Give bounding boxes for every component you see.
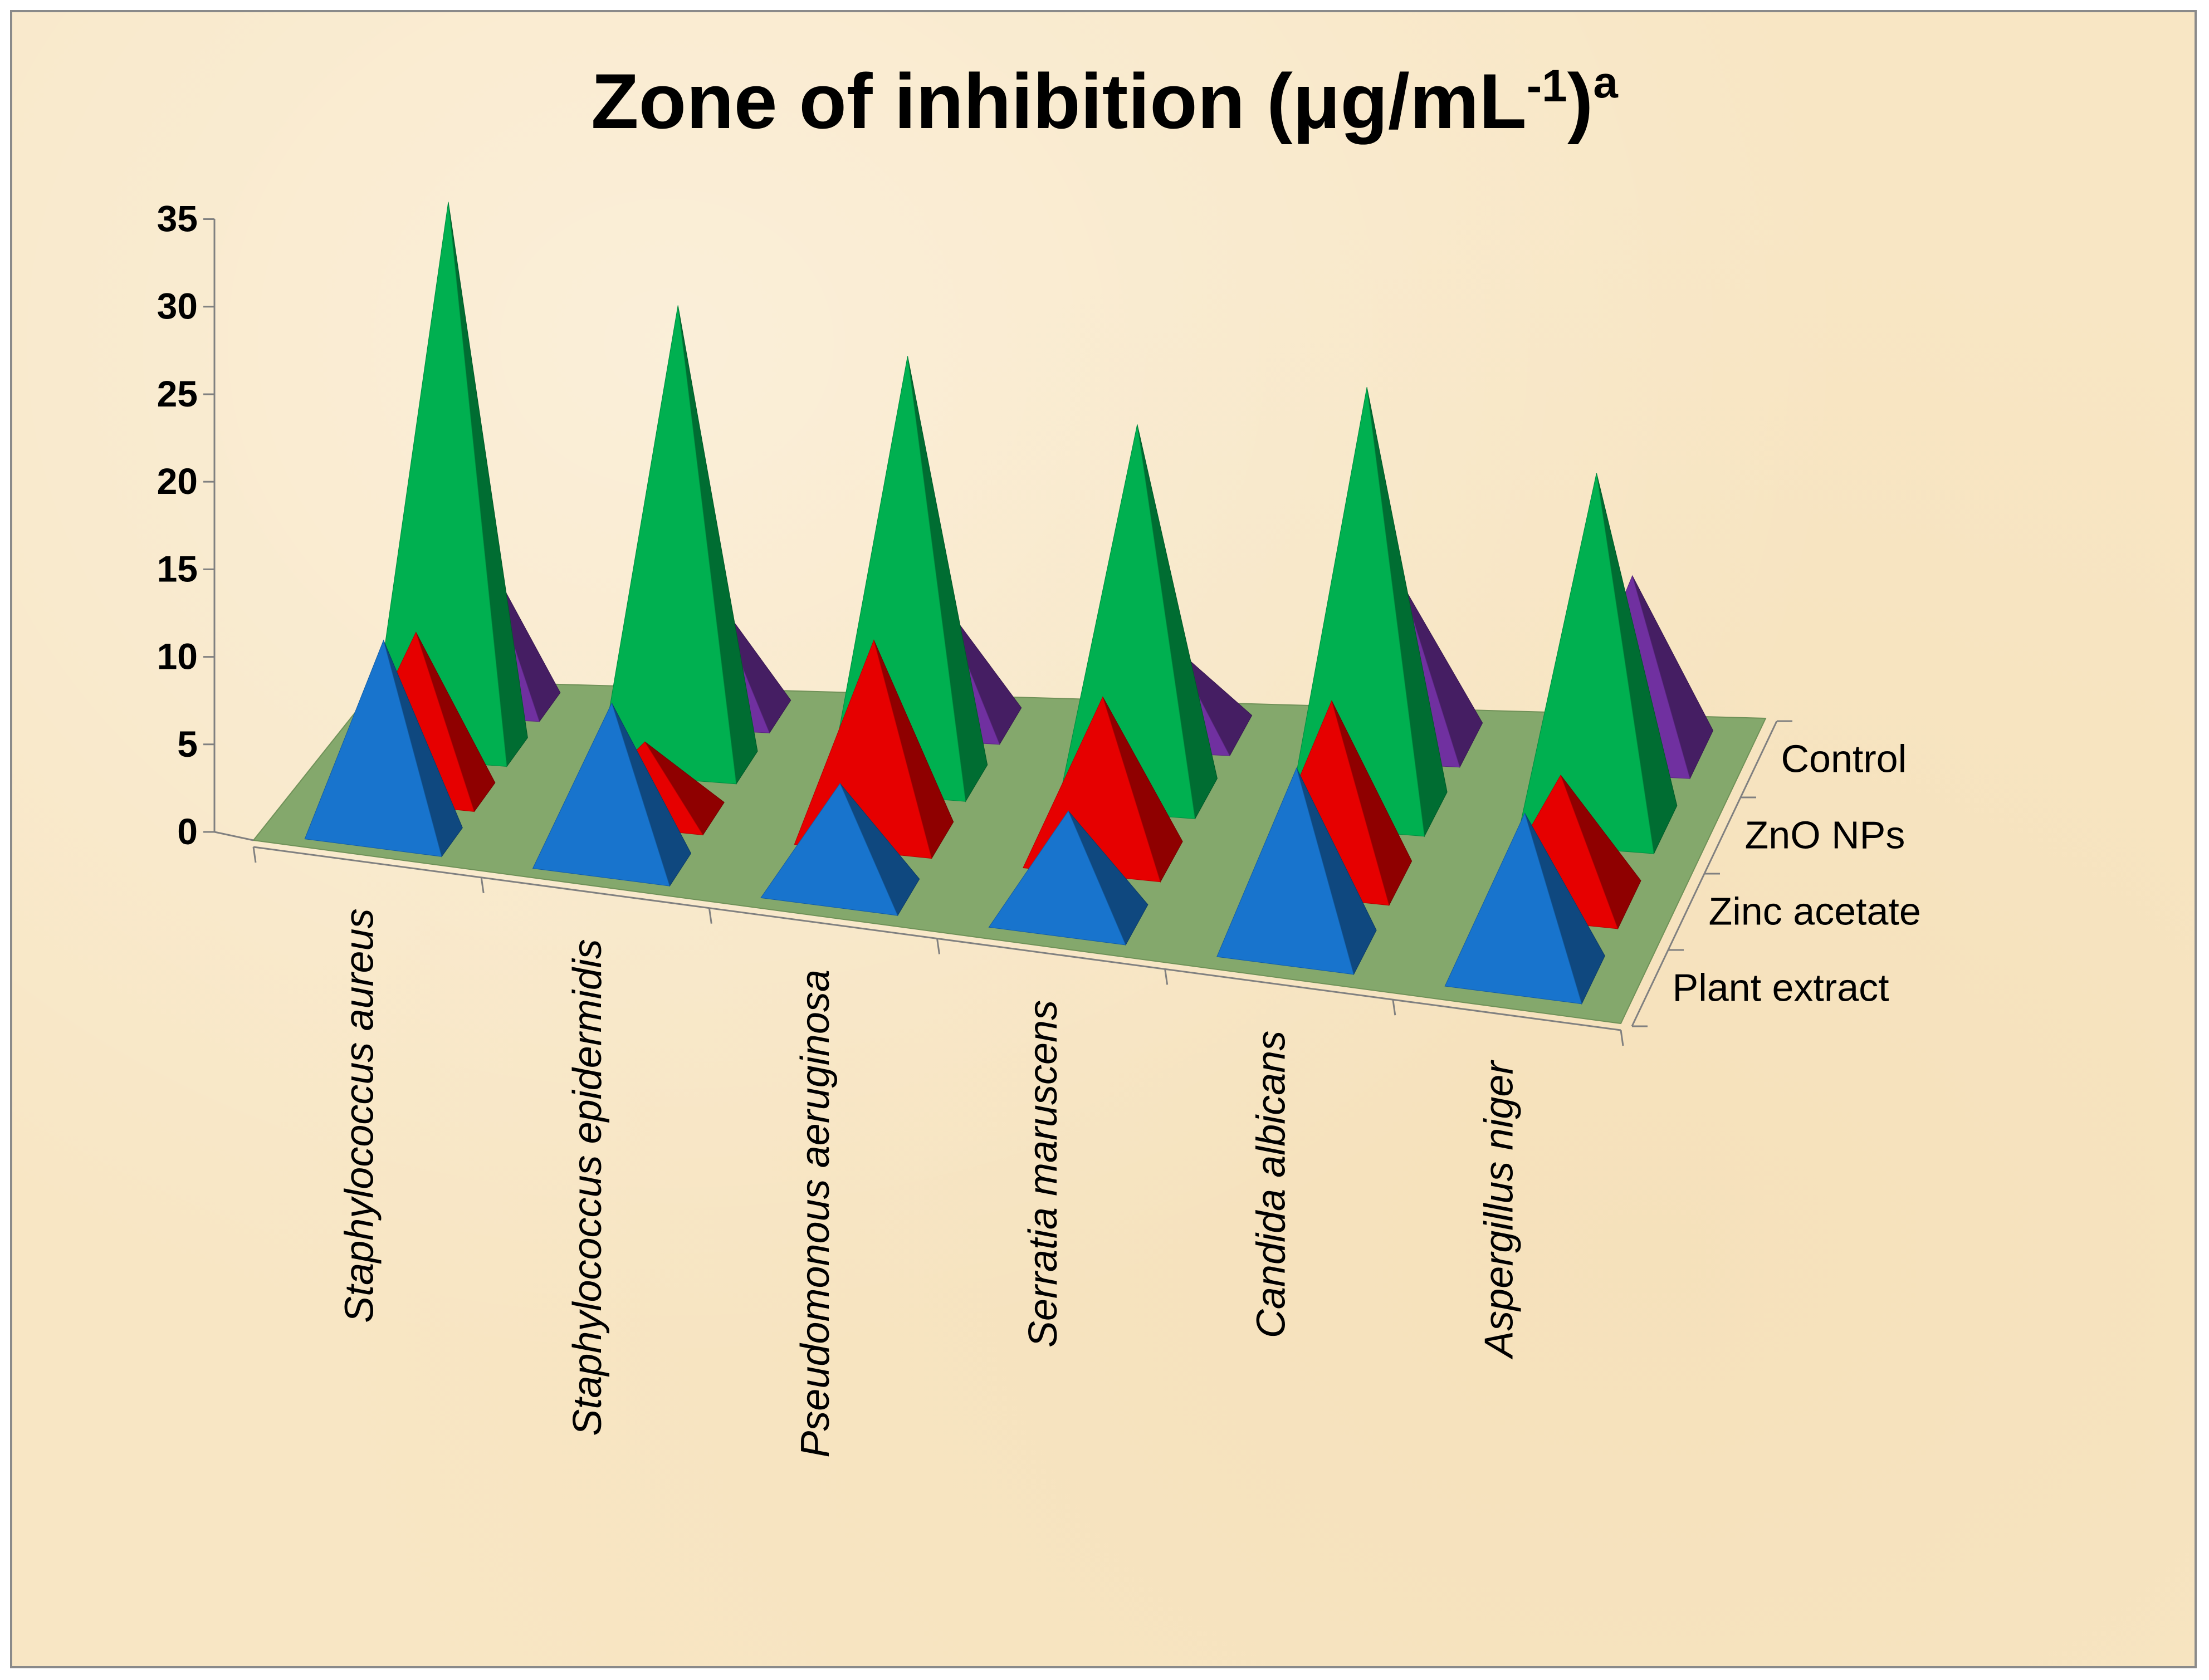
axis-layer bbox=[203, 218, 1792, 1046]
y-tick-label-5: 5 bbox=[177, 723, 198, 765]
y-tick-label-35: 35 bbox=[157, 198, 198, 239]
pyramid-plant-extract-4 bbox=[1216, 767, 1377, 976]
pyramid-plant-extract-5 bbox=[1444, 812, 1605, 1005]
pyramid-layer bbox=[304, 202, 1714, 1005]
category-label: Aspergillus niger bbox=[1477, 1060, 1521, 1360]
category-label: Serratia maruscens bbox=[1021, 1000, 1066, 1348]
y-tick-label-20: 20 bbox=[157, 461, 198, 502]
x-tick-mark bbox=[252, 846, 257, 863]
x-tick-mark bbox=[1620, 1030, 1624, 1046]
label-layer: 0 5 10 15 20 25 30 35 Control ZnO NPs Zinc acetate… bbox=[157, 198, 1921, 1458]
category-label: Candida albicans bbox=[1249, 1031, 1293, 1338]
series-label: Zinc acetate bbox=[1709, 890, 1921, 933]
x-tick-mark bbox=[1164, 969, 1169, 985]
category-label: Pseudomonous aeruginosa bbox=[793, 969, 838, 1458]
x-tick-mark bbox=[936, 938, 940, 954]
category-label: Staphylococcus aureus bbox=[338, 908, 382, 1323]
y-tick-label-0: 0 bbox=[177, 811, 198, 852]
series-label: Plant extract bbox=[1673, 966, 1889, 1010]
x-tick-mark bbox=[1392, 999, 1396, 1016]
x-tick-mark bbox=[480, 877, 485, 894]
series-label: Control bbox=[1781, 737, 1907, 781]
pyramid-zno-nps-1 bbox=[598, 305, 758, 785]
pyramid-plant-extract-0 bbox=[304, 639, 463, 858]
pyramid-plant-extract-1 bbox=[532, 702, 692, 887]
y-axis-base bbox=[214, 831, 254, 841]
x-tick-mark bbox=[708, 908, 712, 924]
pyramid-plant-extract-3 bbox=[988, 810, 1149, 946]
y-tick-label-10: 10 bbox=[157, 636, 198, 677]
y-tick-label-25: 25 bbox=[157, 373, 198, 414]
y-tick-label-15: 15 bbox=[157, 548, 198, 589]
chart-title: Zone of inhibition (μg/mL-1)a bbox=[591, 57, 1618, 145]
y-tick-label-30: 30 bbox=[157, 286, 198, 327]
category-label: Staphylococcus epidermidis bbox=[565, 939, 610, 1436]
series-label: ZnO NPs bbox=[1745, 814, 1905, 857]
pyramid-plant-extract-2 bbox=[760, 782, 920, 917]
